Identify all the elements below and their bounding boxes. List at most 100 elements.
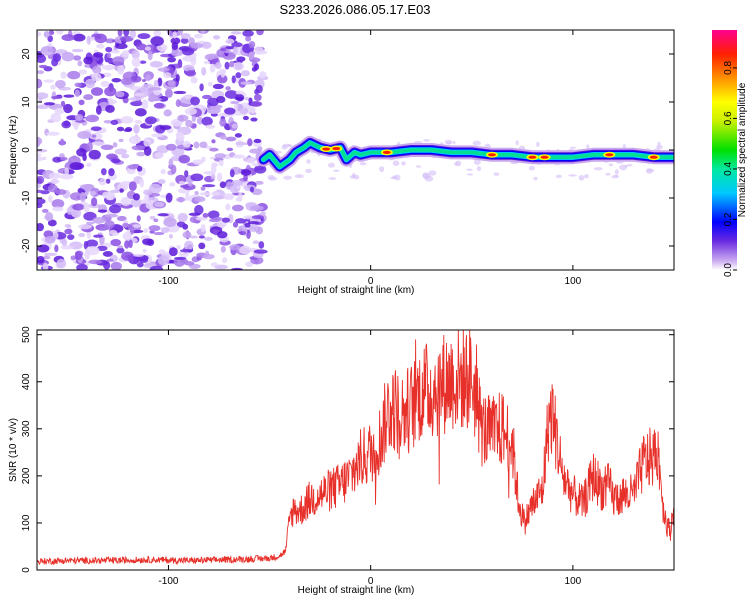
noise-speckle (105, 38, 116, 44)
faint-speckle (586, 144, 590, 149)
noise-speckle (147, 96, 156, 103)
x-tick-label: -100 (158, 276, 178, 287)
noise-speckle (153, 102, 165, 109)
snr-series-line (37, 330, 674, 566)
noise-speckle (175, 99, 181, 108)
noise-speckle (170, 37, 181, 45)
noise-speckle (200, 156, 206, 163)
noise-speckle (116, 247, 125, 254)
noise-speckle (230, 267, 243, 270)
noise-speckle (48, 172, 61, 180)
y-tick-label: 300 (21, 420, 32, 437)
faint-speckle (472, 140, 481, 146)
noise-speckle (136, 151, 146, 157)
faint-speckle (455, 160, 462, 167)
noise-speckle (60, 245, 74, 250)
noise-speckle (231, 75, 236, 84)
noise-speckle (121, 50, 130, 58)
noise-speckle (95, 105, 102, 115)
noise-speckle (73, 123, 79, 131)
faint-speckle (440, 142, 444, 145)
colorbar-gradient (712, 30, 737, 270)
noise-speckle (76, 263, 88, 270)
noise-speckle (121, 251, 134, 261)
noise-speckle (229, 60, 235, 68)
noise-speckle (67, 234, 75, 240)
noise-speckle (171, 50, 183, 57)
noise-speckle (64, 228, 73, 235)
faint-speckle (305, 168, 312, 174)
noise-speckle (163, 217, 177, 228)
signal-hotspot (605, 153, 614, 157)
noise-speckle (219, 181, 227, 189)
noise-speckle (142, 78, 147, 83)
noise-speckle (184, 94, 191, 99)
faint-speckle (394, 174, 401, 181)
noise-speckle (202, 184, 216, 188)
noise-speckle (178, 180, 185, 185)
noise-speckle (242, 30, 254, 37)
noise-speckle (121, 153, 130, 159)
noise-speckle (86, 141, 93, 152)
noise-speckle (60, 71, 67, 79)
noise-speckle (62, 103, 73, 114)
noise-speckle (203, 60, 211, 65)
noise-speckle (212, 216, 223, 221)
noise-speckle (61, 120, 72, 129)
noise-speckle (175, 74, 180, 82)
noise-speckle (144, 46, 152, 51)
noise-speckle (235, 94, 245, 102)
faint-speckle (605, 172, 611, 176)
noise-speckle (220, 69, 226, 78)
noise-speckle (209, 147, 219, 152)
snr-frame (36, 329, 675, 571)
faint-speckle (568, 174, 577, 177)
noise-speckle (177, 212, 188, 222)
y-tick-label: 10 (21, 96, 32, 108)
faint-speckle (593, 167, 603, 171)
noise-speckle (59, 138, 65, 146)
noise-speckle (236, 56, 246, 62)
noise-speckle (157, 255, 170, 266)
noise-speckle (90, 87, 104, 96)
noise-speckle (83, 211, 97, 221)
noise-speckle (109, 229, 118, 236)
spectrogram-y-axis-label: Frequency (Hz) (8, 116, 19, 185)
noise-speckle (253, 138, 262, 144)
spectrogram-plot-area (37, 30, 674, 270)
noise-speckle (125, 127, 133, 132)
noise-speckle (173, 90, 187, 95)
noise-speckle (42, 262, 49, 270)
faint-speckle (379, 166, 385, 173)
noise-speckle (128, 135, 142, 145)
noise-speckle (134, 92, 144, 97)
noise-speckle (104, 86, 117, 97)
noise-speckle (117, 245, 124, 249)
noise-speckle (182, 140, 191, 148)
noise-speckle (110, 238, 122, 247)
noise-speckle (178, 154, 191, 164)
noise-speckle (230, 100, 240, 105)
noise-speckle (252, 240, 260, 244)
noise-speckle (92, 216, 106, 224)
colorbar-ticks: 0.0 0.2 0.4 0.6 0.8 (723, 61, 737, 277)
noise-speckle (231, 204, 244, 212)
noise-speckle (54, 107, 65, 115)
noise-speckle (154, 201, 165, 208)
faint-speckle (392, 160, 400, 167)
noise-speckle (214, 153, 226, 159)
noise-speckle (129, 97, 142, 101)
noise-speckle (225, 38, 235, 45)
noise-speckle (47, 219, 57, 227)
noise-speckle (78, 99, 85, 106)
noise-speckle (52, 53, 62, 62)
noise-speckle (250, 117, 258, 122)
noise-speckle (225, 203, 231, 211)
noise-speckle (243, 184, 257, 192)
snr-panel: -100 0 100 0 100 200 300 400 500 Height of strai… (8, 326, 675, 596)
noise-speckle (44, 212, 54, 222)
noise-speckle (83, 56, 93, 65)
noise-speckle (246, 157, 256, 164)
faint-speckle (306, 159, 311, 164)
noise-speckle (214, 61, 222, 70)
